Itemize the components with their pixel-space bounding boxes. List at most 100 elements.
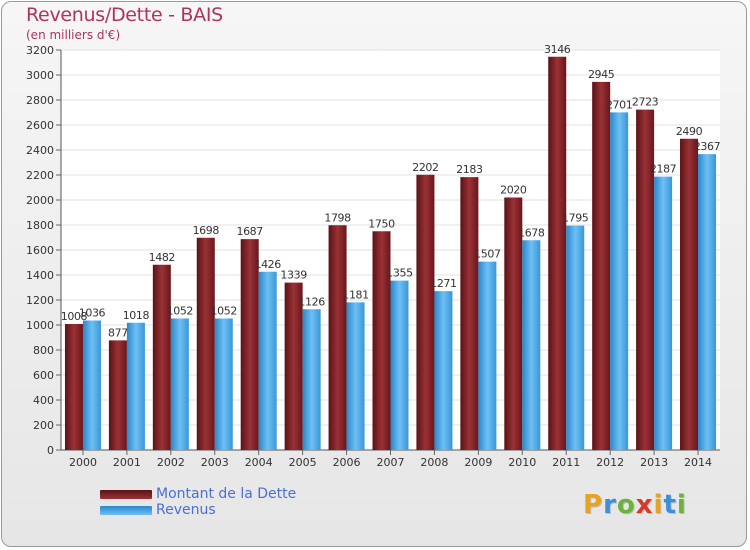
data-label-dette: 3146	[544, 43, 571, 56]
bar-dette	[416, 174, 435, 450]
y-tick-label: 0	[47, 444, 54, 457]
logo-letter: o	[616, 490, 636, 520]
bar-revenus	[478, 261, 497, 450]
data-label-dette: 1008	[61, 310, 88, 323]
bar-revenus	[214, 318, 233, 450]
data-label-revenus: 1355	[386, 267, 413, 280]
proxiti-logo: Proxiti	[583, 490, 687, 520]
bar-revenus	[170, 318, 189, 450]
bar-dette	[328, 225, 347, 450]
y-tick-label: 800	[33, 344, 54, 357]
x-tick-label: 2014	[684, 456, 712, 469]
logo-letter: t	[663, 490, 677, 520]
y-tick-label: 1400	[26, 269, 54, 282]
x-tick-label: 2003	[201, 456, 229, 469]
bar-dette	[592, 81, 611, 450]
data-label-dette: 2723	[632, 96, 659, 109]
bar-dette	[372, 231, 391, 450]
bar-revenus	[698, 154, 717, 450]
bar-revenus	[302, 309, 321, 450]
data-label-dette: 1750	[368, 217, 395, 230]
x-tick-label: 2008	[420, 456, 448, 469]
bar-dette	[152, 264, 171, 450]
data-label-revenus: 1795	[562, 212, 589, 225]
x-tick-label: 2010	[508, 456, 536, 469]
x-tick-label: 2005	[289, 456, 317, 469]
bar-revenus	[610, 112, 629, 450]
x-tick-label: 2012	[596, 456, 624, 469]
bar-dette	[460, 177, 479, 450]
data-label-revenus: 2187	[650, 163, 677, 176]
legend-swatch-revenus	[100, 505, 152, 515]
logo-letter: r	[603, 490, 617, 520]
bar-revenus	[654, 176, 673, 450]
data-label-revenus: 2367	[694, 140, 721, 153]
data-label-dette: 1687	[236, 225, 263, 238]
legend-label-revenus: Revenus	[156, 502, 216, 518]
data-label-revenus: 1018	[123, 309, 150, 322]
bar-revenus	[82, 320, 101, 450]
data-label-revenus: 2701	[606, 98, 632, 111]
data-label-revenus: 1426	[254, 258, 281, 271]
y-tick-label: 2600	[26, 119, 54, 132]
bar-revenus	[434, 291, 453, 450]
bar-dette	[196, 237, 215, 450]
data-label-dette: 2490	[676, 125, 703, 138]
y-tick-label: 3200	[26, 44, 54, 57]
data-label-revenus: 1036	[79, 307, 106, 320]
data-label-dette: 1798	[324, 211, 351, 224]
bar-dette	[548, 56, 567, 450]
x-tick-label: 2006	[333, 456, 361, 469]
bar-dette	[636, 109, 655, 450]
y-tick-label: 2200	[26, 169, 54, 182]
bar-revenus	[346, 302, 365, 450]
data-label-revenus: 1181	[342, 288, 368, 301]
data-label-revenus: 1271	[430, 277, 456, 290]
legend-item-revenus: Revenus	[100, 502, 296, 518]
legend-label-dette: Montant de la Dette	[156, 486, 297, 502]
x-tick-label: 2013	[640, 456, 668, 469]
data-label-revenus: 1126	[298, 295, 325, 308]
data-label-dette: 1698	[193, 224, 220, 237]
chart-title: Revenus/Dette - BAIS	[26, 4, 223, 26]
y-tick-label: 200	[33, 419, 54, 432]
x-tick-label: 2009	[464, 456, 492, 469]
bar-revenus	[258, 271, 277, 450]
data-label-dette: 1482	[149, 251, 175, 264]
data-label-dette: 1339	[280, 269, 307, 282]
bar-dette	[284, 282, 303, 450]
data-label-dette: 2020	[500, 184, 527, 197]
legend: Montant de la Dette Revenus	[100, 486, 296, 518]
data-label-revenus: 1052	[167, 305, 193, 318]
y-tick-label: 1600	[26, 244, 54, 257]
logo-letter: P	[583, 490, 604, 520]
data-label-revenus: 1678	[518, 226, 545, 239]
bar-dette	[504, 197, 523, 450]
chart-subtitle: (en milliers d'€)	[26, 28, 121, 42]
y-tick-label: 3000	[26, 69, 54, 82]
x-tick-label: 2004	[245, 456, 273, 469]
y-tick-label: 600	[33, 369, 54, 382]
bar-dette	[64, 324, 83, 450]
x-tick-label: 2011	[552, 456, 580, 469]
bar-revenus	[522, 240, 541, 450]
y-tick-label: 400	[33, 394, 54, 407]
x-tick-label: 2000	[69, 456, 97, 469]
logo-letter: i	[653, 490, 664, 520]
data-label-dette: 2945	[588, 68, 615, 81]
x-tick-label: 2002	[157, 456, 185, 469]
logo-letter: x	[635, 490, 654, 520]
data-label-revenus: 1052	[211, 305, 237, 318]
logo-letter: i	[676, 490, 687, 520]
bar-dette	[240, 239, 259, 450]
bar-revenus	[126, 322, 145, 450]
data-label-dette: 877	[108, 326, 128, 339]
y-tick-label: 2000	[26, 194, 54, 207]
legend-item-dette: Montant de la Dette	[100, 486, 296, 502]
bar-dette	[680, 138, 699, 450]
y-tick-label: 2400	[26, 144, 54, 157]
bar-dette	[108, 340, 127, 450]
data-label-dette: 2183	[456, 163, 483, 176]
data-label-revenus: 1507	[474, 248, 501, 261]
data-label-dette: 2202	[412, 161, 438, 174]
